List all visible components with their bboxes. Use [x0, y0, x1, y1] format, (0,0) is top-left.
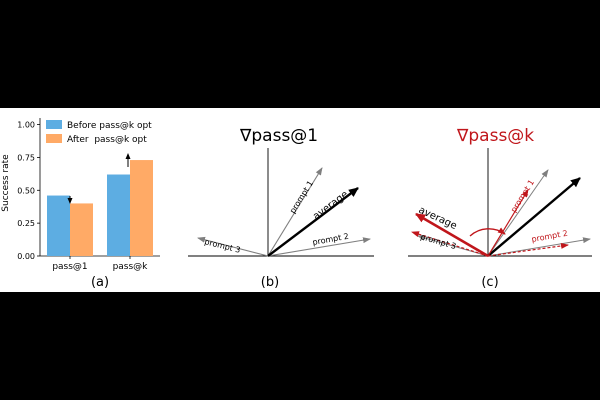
bar-after-pass@1 — [70, 203, 93, 256]
y-tick-label: 0.25 — [17, 219, 35, 228]
figure-panel: Success rate 0.00 0.25 0.50 0.75 1.00 pass@1… — [0, 108, 600, 292]
legend: Before pass@k opt After pass@k opt — [46, 120, 152, 145]
vector-prompt-2 — [487, 242, 569, 257]
panel-label-c: (c) — [481, 275, 498, 290]
bar-chart-panel: Success rate 0.00 0.25 0.50 0.75 1.00 pass@1… — [1, 118, 160, 290]
y-tick-label: 0.75 — [17, 153, 35, 162]
pass1-title: ∇pass@1 — [239, 126, 318, 146]
label-average: average — [311, 189, 350, 222]
y-tick-label: 0.50 — [17, 186, 35, 195]
panel-label-b: (b) — [261, 275, 279, 290]
legend-swatch-after — [46, 134, 62, 143]
vector-prompt-2 — [267, 237, 371, 257]
passk-title: ∇pass@k — [456, 126, 534, 146]
bar-after-pass@k — [130, 160, 153, 256]
x-tick-label: pass@k — [113, 262, 149, 272]
passk-gradient-panel: ∇pass@k prompt 1 prompt 2 prompt 3 — [408, 126, 592, 290]
vector-prompt-3 — [197, 236, 269, 257]
label-prompt-1: prompt 1 — [509, 178, 536, 214]
bar-before-pass@1 — [47, 195, 70, 256]
bar-before-pass@k — [107, 174, 130, 256]
x-ticks: pass@1 pass@k — [52, 256, 148, 272]
label-prompt-1: prompt 1 — [288, 179, 315, 215]
angle-arc — [469, 227, 506, 237]
y-ticks: 0.00 0.25 0.50 0.75 1.00 — [17, 121, 40, 261]
x-tick-label: pass@1 — [52, 262, 87, 272]
y-tick-label: 1.00 — [17, 121, 35, 130]
vector-average — [267, 187, 359, 257]
legend-label-before: Before pass@k opt — [67, 121, 152, 131]
bars — [47, 160, 153, 256]
vector-prompt-3 — [411, 231, 489, 257]
figure-svg: Success rate 0.00 0.25 0.50 0.75 1.00 pass@1… — [1, 118, 592, 290]
reference-vector-average — [487, 177, 581, 257]
label-prompt-2: prompt 2 — [312, 232, 350, 247]
vector-average — [415, 212, 489, 258]
vector-prompt-1 — [487, 189, 529, 257]
label-prompt-2: prompt 2 — [531, 229, 569, 244]
legend-swatch-before — [46, 120, 62, 129]
pass1-gradient-panel: ∇pass@1 prompt 1 prompt 2 prompt 3 avera… — [188, 126, 374, 290]
legend-label-after: After pass@k opt — [67, 135, 147, 145]
label-prompt-3: prompt 3 — [204, 237, 242, 255]
reference-vector-prompt-1 — [487, 169, 549, 257]
panel-label-a: (a) — [91, 275, 109, 290]
y-tick-label: 0.00 — [17, 252, 35, 261]
y-axis-label: Success rate — [1, 154, 11, 212]
vector-prompt-1 — [267, 167, 323, 257]
